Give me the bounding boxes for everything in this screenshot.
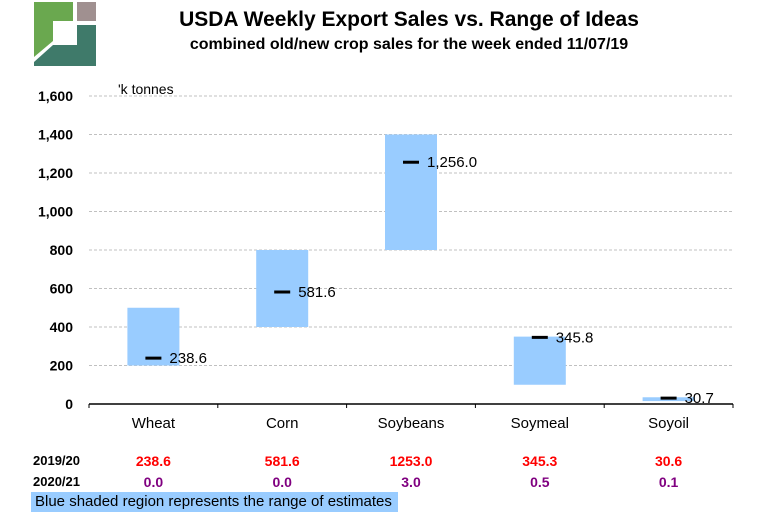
chart-title: USDA Weekly Export Sales vs. Range of Id… bbox=[179, 8, 639, 31]
table-cell: 30.6 bbox=[654, 453, 683, 469]
range-bar-wheat bbox=[127, 307, 180, 366]
company-logo-icon bbox=[34, 2, 96, 66]
table-cell: 0.5 bbox=[530, 474, 550, 490]
y-tick-label: 1,600 bbox=[38, 88, 73, 104]
row-label: 2020/21 bbox=[33, 474, 80, 489]
y-tick-label: 800 bbox=[50, 242, 74, 258]
table-cell: 581.6 bbox=[264, 453, 300, 469]
y-axis-unit-label: 'k tonnes bbox=[118, 81, 174, 97]
data-label-corn: 581.6 bbox=[298, 284, 336, 301]
chart-subtitle: combined old/new crop sales for the week… bbox=[189, 36, 629, 53]
x-category-label: Soybeans bbox=[378, 415, 445, 432]
x-category-label: Soymeal bbox=[511, 415, 569, 432]
chart: 238.6 581.6 1,256.0 345.8 30.7 0 200 400 600 800… bbox=[38, 81, 734, 432]
table-cell: 0.1 bbox=[658, 474, 679, 490]
table-cell: 0.0 bbox=[272, 474, 292, 490]
x-category-label: Corn bbox=[266, 415, 299, 432]
row-label: 2019/20 bbox=[33, 453, 80, 468]
x-category-label: Soyoil bbox=[648, 415, 689, 432]
table-cell: 1253.0 bbox=[389, 453, 433, 469]
table-cell: 3.0 bbox=[401, 474, 421, 490]
legend-note: Blue shaded region represents the range … bbox=[31, 492, 398, 512]
data-label-soybeans: 1,256.0 bbox=[427, 154, 477, 171]
data-label-wheat: 238.6 bbox=[169, 350, 207, 367]
x-category-label: Wheat bbox=[132, 415, 176, 432]
y-tick-label: 200 bbox=[50, 358, 74, 374]
y-tick-label: 1,000 bbox=[38, 204, 73, 220]
range-bar-soybeans bbox=[385, 134, 437, 250]
y-tick-label: 1,200 bbox=[38, 165, 73, 181]
range-bar-soymeal bbox=[513, 336, 566, 385]
range-bar-corn bbox=[256, 250, 309, 327]
y-tick-label: 1,400 bbox=[38, 127, 73, 143]
data-label-soymeal: 345.8 bbox=[556, 329, 594, 346]
table-cell: 345.3 bbox=[522, 453, 558, 469]
data-label-soyoil: 30.7 bbox=[685, 390, 714, 407]
y-tick-label: 400 bbox=[50, 319, 74, 335]
table-row-2019-20: 2019/20 238.6 581.6 1253.0 345.3 30.6 bbox=[0, 453, 763, 473]
table-row-2020-21: 2020/21 0.0 0.0 3.0 0.5 0.1 bbox=[0, 474, 763, 494]
table-cell: 238.6 bbox=[135, 453, 171, 469]
y-tick-label: 0 bbox=[65, 396, 73, 412]
y-tick-label: 600 bbox=[50, 281, 74, 297]
table-cell: 0.0 bbox=[143, 474, 164, 490]
